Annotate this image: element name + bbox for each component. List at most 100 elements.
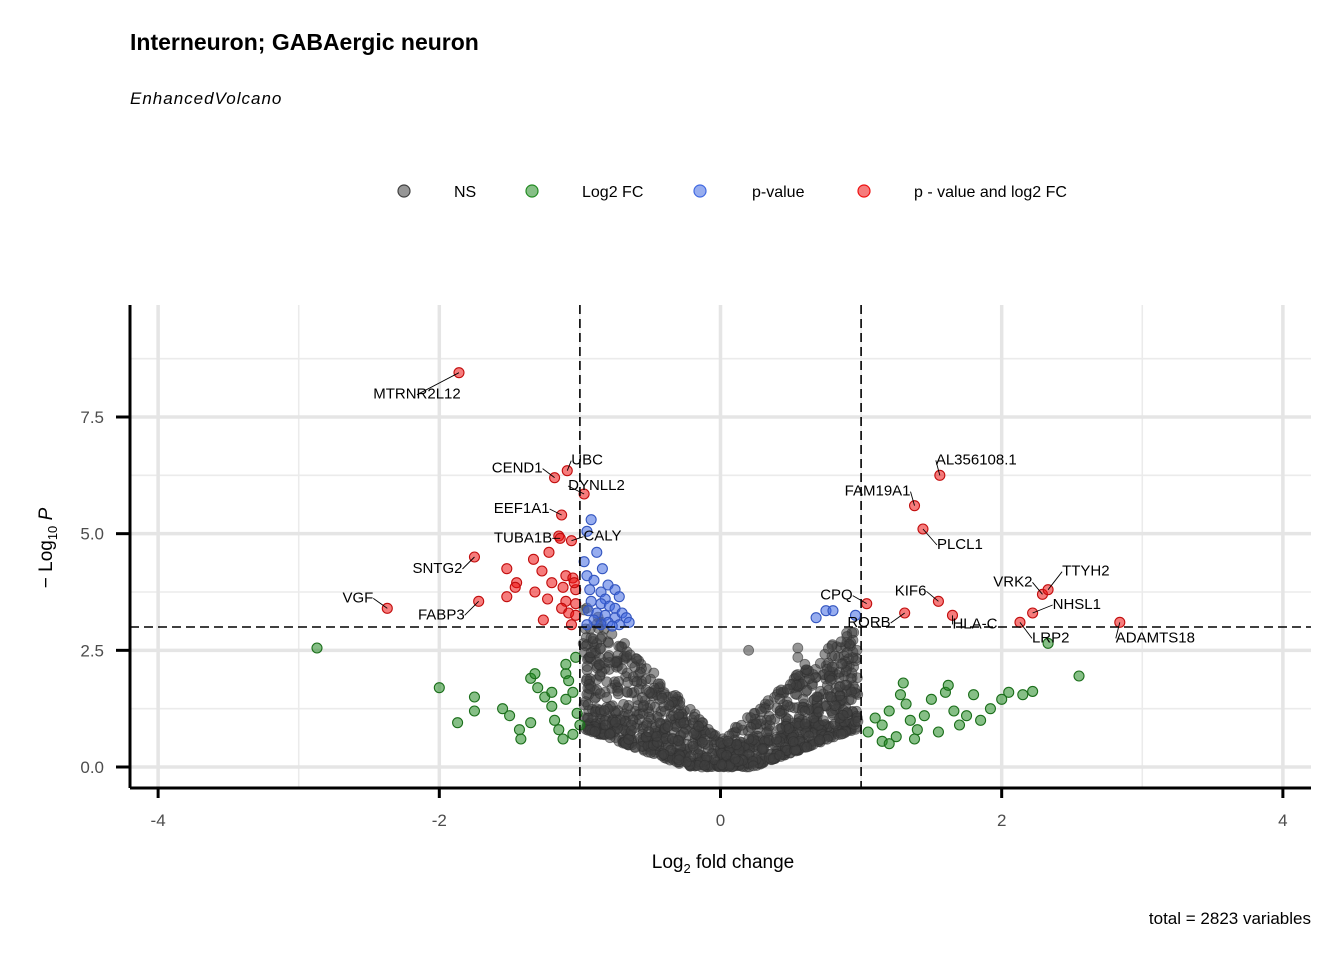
point-ns: [792, 669, 804, 680]
point-ns: [774, 749, 786, 761]
point-log2fc: [960, 710, 973, 722]
point-ns: [747, 760, 759, 772]
point-ns: [623, 734, 635, 745]
caption: total = 2823 variables: [1149, 909, 1311, 928]
point-pvalue-and-log2fc: [501, 563, 513, 575]
legend-marker-1: [525, 184, 539, 198]
point-log2fc: [452, 717, 464, 729]
point-ns: [663, 699, 675, 711]
point-pvalue: [584, 584, 596, 596]
gene-label-cpq: CPQ: [820, 587, 853, 604]
point-ns: [826, 640, 838, 652]
point-ns: [610, 716, 621, 728]
point-log2fc: [567, 728, 579, 740]
point-ns: [613, 676, 624, 687]
point-ns: [672, 735, 684, 746]
label-connector: [566, 460, 572, 471]
point-ns: [604, 728, 616, 740]
grid: [130, 305, 1311, 788]
point-log2fc: [925, 693, 937, 705]
gene-label-rorb: RORB: [847, 614, 890, 631]
point-ns: [803, 730, 815, 742]
point-ns: [722, 735, 734, 747]
y-tick-label-3: 7.5: [80, 408, 104, 427]
point-pvalue: [810, 612, 822, 624]
point-log2fc: [876, 719, 888, 731]
point-log2fc: [862, 726, 874, 738]
label-connector: [1032, 582, 1043, 595]
point-ns-outlier: [595, 642, 607, 654]
point-log2fc: [497, 703, 509, 715]
point-ns: [598, 705, 610, 717]
point-log2fc: [525, 717, 537, 729]
point-ns: [716, 759, 728, 771]
point-ns-outlier: [792, 642, 804, 654]
point-ns: [745, 722, 757, 733]
point-log2fc: [904, 714, 916, 726]
point-ns: [673, 754, 685, 766]
point-log2fc: [549, 714, 561, 726]
point-ns: [756, 743, 768, 755]
point-ns: [640, 673, 652, 685]
gene-label-kif6: KIF6: [895, 582, 927, 599]
point-log2fc: [953, 719, 966, 731]
point-log2fc: [553, 724, 565, 736]
point-ns: [616, 641, 628, 653]
gene-label-fam19a1: FAM19A1: [845, 483, 911, 500]
legend-label-1: Log2 FC: [582, 184, 643, 201]
point-log2fc: [968, 689, 980, 701]
point-log2fc: [883, 738, 895, 750]
gene-label-dynll2: DYNLL2: [568, 477, 625, 494]
label-connector: [852, 595, 867, 605]
point-ns: [801, 684, 813, 696]
gene-label-lrp2: LRP2: [1032, 629, 1070, 646]
point-ns: [762, 695, 774, 706]
y-axis-title: − Log10 P: [36, 507, 60, 588]
point-log2fc: [897, 677, 909, 689]
gene-label-sntg2: SNTG2: [412, 560, 462, 577]
point-pvalue-and-log2fc: [509, 581, 521, 593]
point-ns: [629, 742, 641, 753]
label-connector: [416, 372, 460, 396]
point-log2fc: [567, 686, 579, 698]
axes: -4 -2 0 2 4 0.0 2.5 5.0 7.5: [80, 305, 1311, 830]
point-ns: [621, 650, 633, 662]
point-ns: [782, 699, 793, 711]
point-ns: [818, 715, 829, 727]
point-log2fc: [975, 714, 987, 726]
gene-label-hla-c: HLA-C: [952, 615, 997, 632]
point-log2fc: [942, 679, 954, 691]
label-connector: [373, 597, 388, 609]
gene-label-cend1: CEND1: [492, 460, 543, 477]
point-ns: [699, 759, 711, 771]
point-ns: [601, 692, 613, 703]
point-pvalue-and-log2fc: [527, 553, 540, 565]
point-ns: [801, 741, 813, 753]
label-connector: [549, 508, 562, 516]
point-pvalue: [581, 619, 593, 631]
point-log2fc: [890, 731, 902, 743]
point-ns: [814, 734, 825, 746]
point-pvalue: [613, 591, 625, 603]
gene-label-vgf: VGF: [342, 589, 373, 606]
point-ns-outlier: [585, 647, 597, 659]
point-ns-outlier: [792, 651, 804, 663]
point-log2fc: [1042, 637, 1054, 649]
gene-label-ttyh2: TTYH2: [1062, 563, 1110, 580]
point-ns: [593, 659, 605, 670]
gene-label-vrk2: VRK2: [993, 573, 1032, 590]
point-pvalue-and-log2fc: [543, 546, 555, 558]
point-pvalue-and-log2fc: [501, 591, 513, 603]
legend-label-0: NS: [454, 184, 476, 201]
point-ns: [774, 693, 786, 705]
point-pvalue: [623, 616, 635, 628]
point-ns: [743, 733, 755, 745]
point-ns: [771, 733, 782, 745]
legend-marker-0: [397, 184, 411, 198]
point-log2fc: [894, 689, 907, 701]
gene-label-adamts18: ADAMTS18: [1116, 629, 1195, 646]
point-ns: [582, 699, 594, 711]
point-ns: [662, 721, 674, 732]
point-ns: [784, 679, 796, 690]
gene-label-al356108.1: AL356108.1: [936, 451, 1017, 468]
